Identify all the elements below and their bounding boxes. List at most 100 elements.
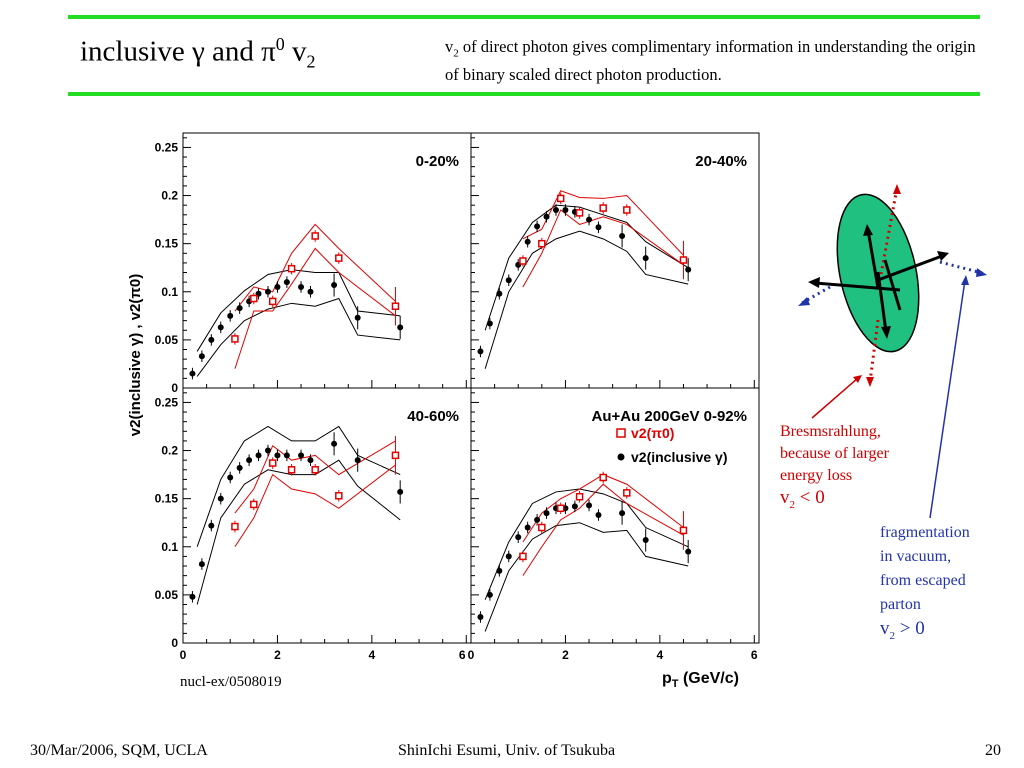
pi0-band-lower xyxy=(522,483,684,576)
pi0-point xyxy=(250,294,258,303)
blue-arrowhead-left xyxy=(798,297,810,306)
pi0-point xyxy=(268,459,277,467)
gamma-point xyxy=(307,457,314,464)
x-tick-label: 6 xyxy=(751,648,758,662)
gamma-point xyxy=(264,288,271,295)
gamma-point xyxy=(283,452,290,459)
pi0-point xyxy=(538,523,546,532)
red-note-line-2: because of larger xyxy=(780,445,889,462)
y-tick-label: 0.1 xyxy=(161,540,178,554)
pi0-band-upper xyxy=(522,190,684,256)
gamma-point xyxy=(571,503,578,510)
red-note-v2: v2 < 0 xyxy=(780,487,825,511)
y-tick-label: 0.15 xyxy=(155,237,179,251)
gamma-point xyxy=(595,224,602,231)
legend-pi0-marker xyxy=(616,428,626,438)
blue-note-line-3: from escaped xyxy=(880,572,966,589)
gamma-point xyxy=(189,593,196,600)
gamma-point xyxy=(619,510,626,517)
y-tick-label: 0.05 xyxy=(155,588,179,602)
y-tick-label: 0.05 xyxy=(155,333,179,347)
gamma-point xyxy=(264,447,271,454)
pi0-point xyxy=(538,239,546,248)
gamma-point xyxy=(534,516,541,523)
gamma-band-lower xyxy=(484,522,689,632)
y-tick-label: 0 xyxy=(171,636,178,650)
gamma-point xyxy=(397,488,404,495)
pi0-band-lower xyxy=(522,209,684,288)
gamma-point xyxy=(496,567,503,574)
gamma-point xyxy=(298,283,305,290)
slide-subtitle: v2 of direct photon gives complimentary … xyxy=(445,37,976,85)
blue-note-line-1: fragmentation xyxy=(880,524,970,541)
gamma-point xyxy=(298,452,305,459)
y-tick-label: 0.15 xyxy=(155,492,179,506)
panel-label: 40-60% xyxy=(407,408,459,425)
pi0-point xyxy=(335,492,343,500)
pi0-point xyxy=(287,264,296,273)
panel-frame xyxy=(182,387,472,644)
red-note-line-3: energy loss xyxy=(780,467,853,484)
gamma-point xyxy=(255,452,262,459)
footer-center: ShinIchi Esumi, Univ. of Tsukuba xyxy=(398,742,616,759)
panel-label: 0-20% xyxy=(416,153,459,170)
gamma-point xyxy=(505,277,512,284)
parton-arrowhead-down xyxy=(881,326,891,339)
pi0-point xyxy=(335,254,343,262)
pi0-point xyxy=(391,451,400,460)
gamma-point xyxy=(586,502,593,509)
gamma-point xyxy=(274,283,281,290)
red-dotted-arrow-down xyxy=(868,319,880,383)
parton-arrow-down xyxy=(876,271,888,333)
blue-dotted-arrow-right xyxy=(939,260,983,275)
gamma-point xyxy=(397,324,404,331)
gamma-point xyxy=(524,524,531,531)
gamma-point xyxy=(227,474,234,481)
y-tick-label: 0.2 xyxy=(161,189,178,203)
gamma-point xyxy=(642,255,649,262)
gamma-point xyxy=(236,464,243,471)
gamma-band-upper xyxy=(196,425,401,547)
gamma-point xyxy=(642,537,649,544)
panel-frame xyxy=(470,132,760,389)
pi0-point xyxy=(575,209,584,217)
pi0-point xyxy=(311,466,319,474)
pi0-band-lower xyxy=(234,464,396,548)
gamma-point xyxy=(331,282,338,289)
gamma-point xyxy=(217,495,224,502)
gamma-point xyxy=(496,290,503,297)
gamma-point xyxy=(354,457,361,464)
panel-label: Au+Au 200GeV 0-92% xyxy=(592,408,748,425)
gamma-point xyxy=(562,206,569,213)
panel-label: 20-40% xyxy=(695,153,747,170)
bremsstrahlung-note: Bresmsrahlung, because of larger energy … xyxy=(780,421,889,516)
red-arrowhead-up xyxy=(893,184,901,194)
panel-3: 0 0.05 0.1 0.15 0.2 0.25 0 2 4 6 40-60% xyxy=(155,387,472,662)
red-arrowhead-down xyxy=(866,377,874,387)
x-tick-label: 4 xyxy=(369,648,376,662)
bottom-green-rule xyxy=(68,92,980,96)
slide-title: inclusive γ and π0 v2 xyxy=(80,34,316,72)
x-tick-label: 2 xyxy=(562,648,569,662)
pi0-point xyxy=(311,232,319,240)
x-tick-label: 0 xyxy=(468,648,475,662)
gamma-point xyxy=(619,232,626,239)
gamma-point xyxy=(552,206,559,213)
blue-note-line-2: in vacuum, xyxy=(880,548,952,565)
pi0-point xyxy=(556,504,565,513)
x-tick-label: 2 xyxy=(274,648,281,662)
gamma-band-lower xyxy=(196,297,401,377)
gamma-point xyxy=(198,561,205,568)
pi0-point xyxy=(679,256,688,264)
gamma-point xyxy=(331,440,338,447)
gamma-point xyxy=(543,213,550,220)
x-axis-title: pT (GeV/c) xyxy=(662,670,739,690)
parton-arrowhead-left xyxy=(808,277,820,288)
legend-gamma-label: v2(inclusive γ) xyxy=(631,449,728,465)
pi0-point xyxy=(575,492,584,501)
y-axis-label: v2(inclusive γ) , v2(π0) xyxy=(127,274,144,436)
gamma-band-lower xyxy=(484,230,689,369)
gamma-point xyxy=(307,288,314,295)
gamma-point xyxy=(217,324,224,331)
gamma-point xyxy=(486,591,493,598)
